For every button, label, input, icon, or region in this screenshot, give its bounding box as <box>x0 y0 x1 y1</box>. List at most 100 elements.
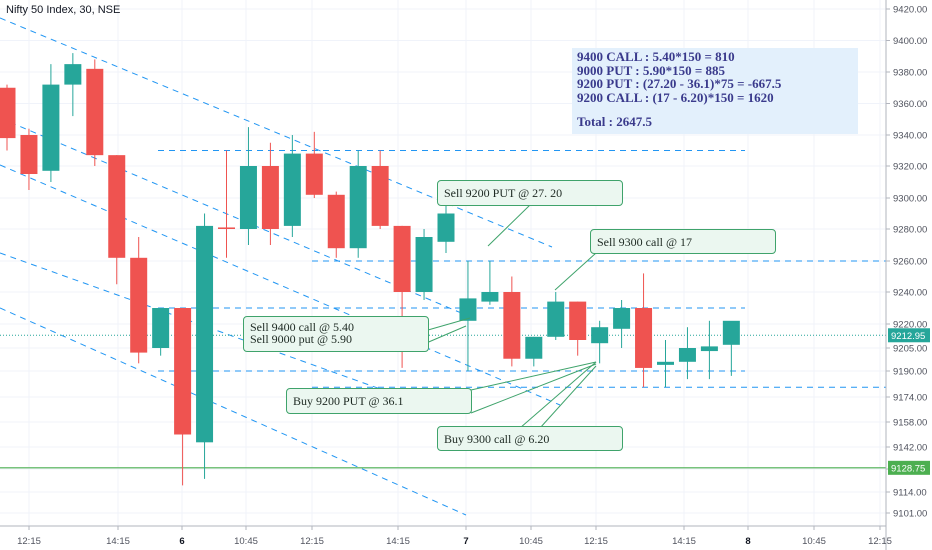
candle-body <box>305 153 323 195</box>
price-tick-label: 9158.00 <box>893 418 927 429</box>
candle-body <box>152 308 170 348</box>
candle <box>64 53 82 117</box>
candle-body <box>591 327 609 344</box>
connector-line <box>427 317 471 331</box>
candle <box>613 300 631 348</box>
note-sell-9400-call-9000-put[interactable]: Sell 9400 call @ 5.40 Sell 9000 put @ 5.… <box>243 316 429 352</box>
candle-body <box>569 301 587 340</box>
price-tick-label: 9101.00 <box>893 509 927 520</box>
price-tick-label: 9190.00 <box>893 367 927 378</box>
note-text-line-2: Sell 9000 put @ 5.90 <box>250 332 353 346</box>
candle <box>152 308 170 356</box>
candle <box>130 237 148 364</box>
candle-body <box>218 227 235 229</box>
candle-body <box>371 166 389 226</box>
candle <box>503 276 521 367</box>
time-axis[interactable]: 12:15 14:15 6 10:45 12:15 14:15 7 10:45 12:15 14:… <box>0 525 892 547</box>
candle <box>239 127 257 245</box>
pnl-line-9400-call: 9400 CALL : 5.40*150 = 810 <box>577 49 735 64</box>
candle <box>305 131 323 198</box>
candle-body <box>657 361 674 365</box>
price-axis[interactable]: 9420.00 9400.00 9380.00 9360.00 9340.00 9320.… <box>885 0 930 550</box>
candle-body <box>64 64 82 85</box>
note-buy-9300-call[interactable]: Buy 9300 call @ 6.20 <box>437 426 623 451</box>
chart-title: Nifty 50 Index, 30, NSE <box>6 4 121 16</box>
pnl-total: Total : 2647.5 <box>577 114 652 129</box>
price-tick-label: 9260.00 <box>893 257 927 268</box>
time-tick-label: 12:15 <box>584 536 608 547</box>
pnl-summary-panel: 9400 CALL : 5.40*150 = 810 9000 PUT : 5.… <box>572 48 858 134</box>
connector-line <box>487 204 531 247</box>
price-tick-label: 9114.00 <box>893 488 927 499</box>
note-sell-9200-put[interactable]: Sell 9200 PUT @ 27. 20 <box>437 180 623 206</box>
candle <box>415 229 433 300</box>
candle <box>437 205 455 253</box>
candle-body <box>547 301 565 337</box>
connector-line <box>554 252 597 291</box>
candle-body <box>108 155 126 258</box>
candle <box>371 150 389 229</box>
candle-body <box>130 257 148 353</box>
price-tick-label: 9280.00 <box>893 225 927 236</box>
candle <box>283 135 301 237</box>
candle-body <box>503 292 521 359</box>
note-buy-9200-put[interactable]: Buy 9200 PUT @ 36.1 <box>286 388 472 414</box>
price-tick-label: 9240.00 <box>893 288 927 299</box>
connector-line <box>539 365 597 429</box>
note-text: Buy 9200 PUT @ 36.1 <box>293 394 404 408</box>
candle-body <box>459 298 477 321</box>
candle <box>722 320 740 376</box>
price-tick-label: 9340.00 <box>893 131 927 142</box>
candle <box>547 292 565 340</box>
time-tick-label: 14:15 <box>386 536 410 547</box>
price-tick-label: 9220.00 <box>893 320 927 331</box>
candles <box>0 53 740 486</box>
candle-body <box>174 308 192 435</box>
candle <box>196 213 214 479</box>
trend-line <box>0 117 467 316</box>
candle-body <box>722 320 740 345</box>
pnl-line-9200-put: 9200 PUT : (27.20 - 36.1)*75 = -667.5 <box>577 76 782 91</box>
candle <box>218 150 235 258</box>
time-tick-label: 10:45 <box>802 536 826 547</box>
trend-line <box>0 17 553 248</box>
candle <box>459 261 477 371</box>
current-price-badge: 9212.95 <box>888 328 930 343</box>
connector-line <box>470 363 597 414</box>
time-tick-label: 6 <box>179 536 184 547</box>
time-tick-label: 10:45 <box>519 536 543 547</box>
pnl-line-9000-put: 9000 PUT : 5.90*150 = 885 <box>577 62 726 78</box>
price-tick-label: 9360.00 <box>893 99 927 110</box>
hline-price-label: 9128.75 <box>891 463 925 474</box>
candle <box>635 273 653 388</box>
current-price-label: 9212.95 <box>891 331 925 342</box>
price-tick-label: 9174.00 <box>893 393 927 404</box>
time-tick-label: 12:15 <box>868 536 892 547</box>
candle <box>42 64 60 182</box>
time-tick-label: 7 <box>463 536 468 547</box>
candle-body <box>20 135 38 174</box>
candle-body <box>86 68 104 156</box>
connector-line <box>519 361 597 429</box>
price-tick-label: 9380.00 <box>893 68 927 79</box>
price-tick-label: 9300.00 <box>893 194 927 205</box>
time-tick-label: 12:15 <box>17 536 41 547</box>
time-tick-label: 14:15 <box>106 536 130 547</box>
note-sell-9300-call[interactable]: Sell 9300 call @ 17 <box>590 229 776 254</box>
candle-body <box>349 166 367 249</box>
hline-price-badge: 9128.75 <box>888 460 930 475</box>
candle-body <box>327 194 345 249</box>
candle-body <box>239 166 257 229</box>
note-text: Sell 9300 call @ 17 <box>597 235 693 249</box>
candle-body <box>481 292 499 302</box>
candle-body <box>393 225 411 292</box>
time-tick-label: 14:15 <box>672 536 696 547</box>
candle <box>0 84 16 151</box>
candle <box>657 340 674 388</box>
candle <box>261 142 279 245</box>
candle-body <box>283 153 301 226</box>
candle-body <box>635 308 653 368</box>
connector-line <box>470 361 597 391</box>
candle <box>349 150 367 258</box>
price-tick-label: 9205.00 <box>893 344 927 355</box>
